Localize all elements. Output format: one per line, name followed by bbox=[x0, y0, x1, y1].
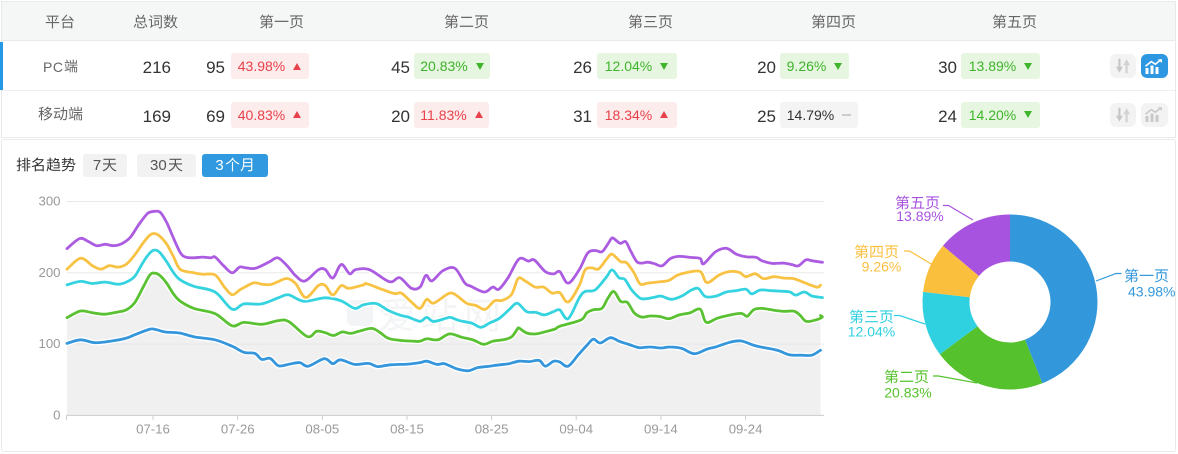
svg-text:07-26: 07-26 bbox=[221, 422, 255, 437]
svg-text:200: 200 bbox=[38, 265, 60, 280]
svg-text:07-16: 07-16 bbox=[136, 422, 170, 437]
svg-text:100: 100 bbox=[38, 336, 60, 351]
svg-text:09-04: 09-04 bbox=[559, 422, 593, 437]
svg-text:12.04%: 12.04% bbox=[848, 324, 895, 340]
svg-text:09-24: 09-24 bbox=[729, 422, 763, 437]
svg-text:13.89%: 13.89% bbox=[896, 208, 943, 224]
svg-text:9.26%: 9.26% bbox=[862, 259, 902, 275]
svg-text:43.98%: 43.98% bbox=[1128, 284, 1175, 300]
svg-text:09-14: 09-14 bbox=[644, 422, 678, 437]
svg-text:20.83%: 20.83% bbox=[884, 385, 931, 401]
svg-text:08-25: 08-25 bbox=[475, 422, 509, 437]
svg-text:08-05: 08-05 bbox=[305, 422, 339, 437]
svg-text:0: 0 bbox=[53, 407, 60, 422]
svg-text:08-15: 08-15 bbox=[390, 422, 424, 437]
svg-text:300: 300 bbox=[38, 194, 60, 209]
